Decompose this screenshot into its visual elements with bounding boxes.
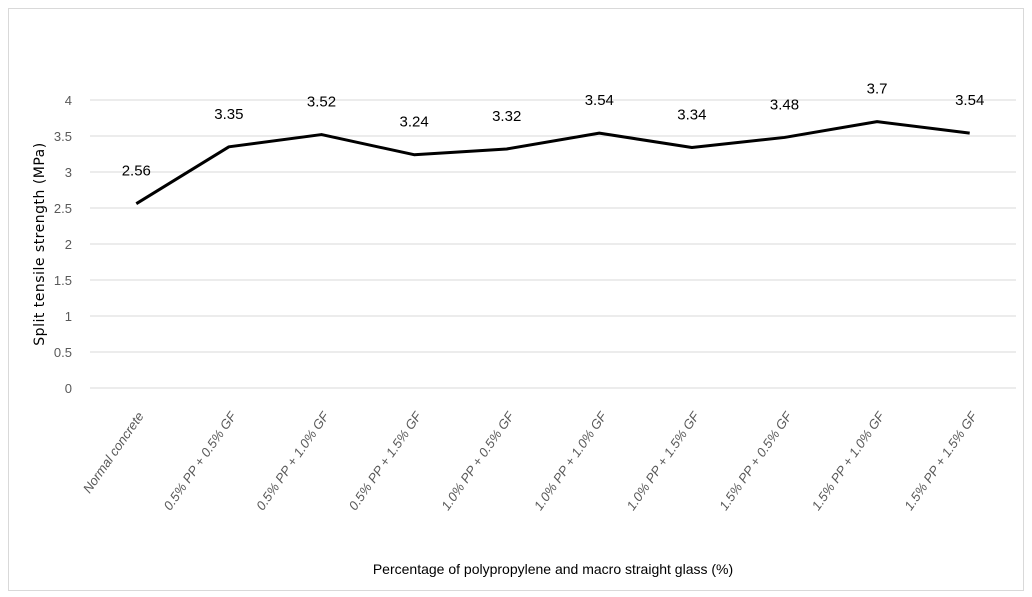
data-label: 3.52: [307, 94, 336, 111]
series-line: [135, 120, 970, 205]
y-tick-label: 2: [65, 237, 72, 252]
y-tick-label: 2.5: [54, 201, 72, 216]
y-tick-label: 1: [65, 309, 72, 324]
x-axis-ticks: Normal concrete 0.5% PP + 0.5% GF 0.5% PP …: [80, 408, 981, 513]
data-label: 3.7: [867, 81, 888, 98]
x-tick-label: 1.5% PP + 1.0% GF: [809, 408, 889, 513]
gridlines: [90, 99, 1016, 389]
y-axis-ticks: 0 0.5 1 1.5 2 2.5 3 3.5 4: [54, 93, 72, 396]
x-axis-title: Percentage of polypropylene and macro st…: [373, 561, 733, 577]
x-tick-label: 0.5% PP + 0.5% GF: [160, 408, 240, 513]
x-tick-label: 0.5% PP + 1.0% GF: [253, 408, 333, 513]
x-tick-label: 1.5% PP + 1.5% GF: [901, 408, 981, 513]
x-tick-label: 1.0% PP + 1.5% GF: [623, 408, 703, 513]
y-tick-label: 1.5: [54, 273, 72, 288]
data-label: 3.34: [677, 107, 706, 124]
data-label: 3.54: [955, 92, 984, 109]
chart-frame: [8, 8, 1024, 591]
data-label: 3.54: [585, 92, 614, 109]
y-tick-label: 0.5: [54, 345, 72, 360]
x-tick-label: 1.0% PP + 0.5% GF: [438, 408, 518, 513]
data-label: 3.32: [492, 108, 521, 125]
data-label: 3.35: [214, 106, 243, 123]
y-tick-label: 4: [65, 93, 72, 108]
y-tick-label: 3: [65, 165, 72, 180]
y-tick-label: 0: [65, 381, 72, 396]
series-group: [135, 120, 970, 205]
x-tick-label: Normal concrete: [80, 409, 147, 496]
data-label: 2.56: [122, 163, 151, 180]
data-labels: 2.56 3.35 3.52 3.24 3.32 3.54 3.34 3.48 3.7 3.54: [122, 81, 985, 180]
x-tick-label: 1.0% PP + 1.0% GF: [531, 408, 611, 513]
x-tick-label: 1.5% PP + 0.5% GF: [716, 408, 796, 513]
data-label: 3.48: [770, 96, 799, 113]
x-tick-label: 0.5% PP + 1.5% GF: [346, 408, 426, 513]
y-axis-title: Split tensile strength (MPa): [32, 142, 48, 345]
data-label: 3.24: [399, 114, 428, 131]
y-tick-label: 3.5: [54, 129, 72, 144]
